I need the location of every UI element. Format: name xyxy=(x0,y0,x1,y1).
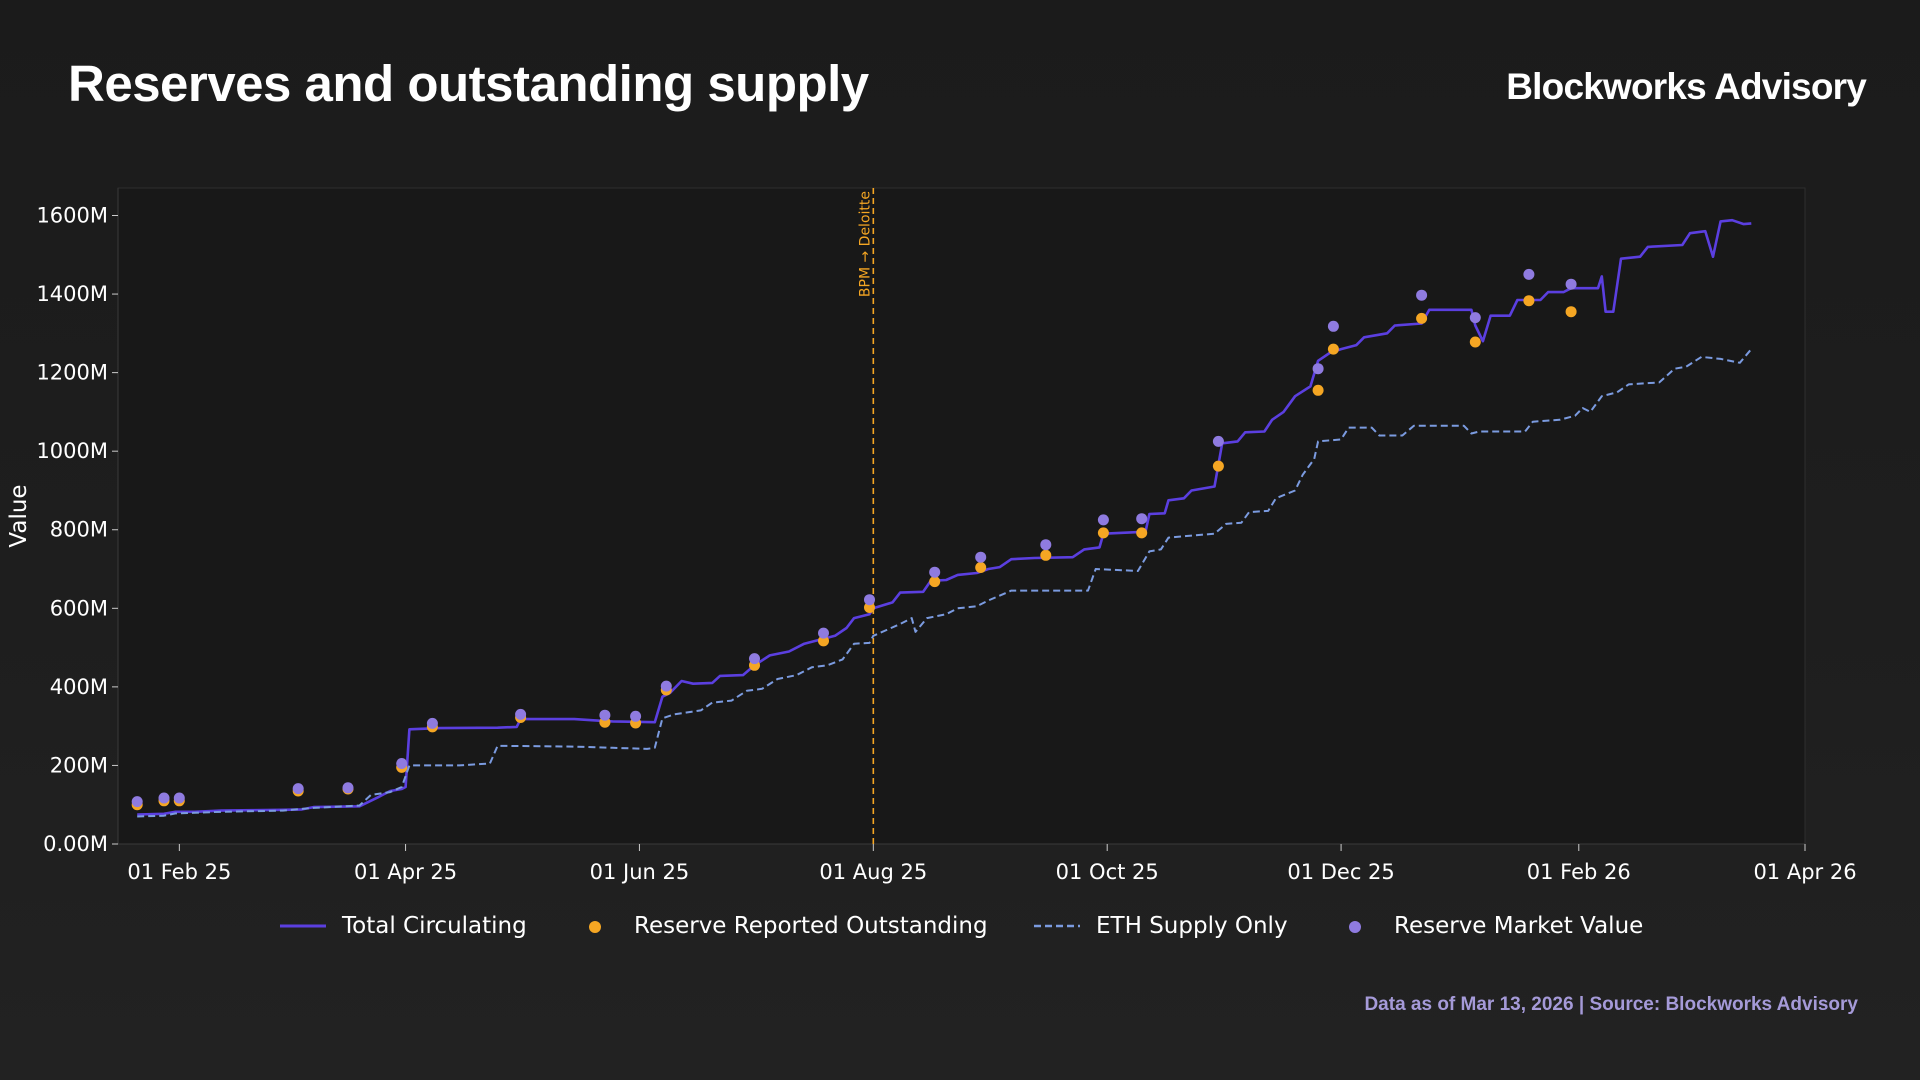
y-tick-label: 1000M xyxy=(36,439,108,463)
data-point-reserve-market-value xyxy=(396,758,408,769)
legend-item-reserve-reported: Reserve Reported Outstanding xyxy=(570,906,988,946)
y-tick-label: 1200M xyxy=(36,361,108,385)
x-tick-label: 01 Dec 25 xyxy=(1287,860,1394,884)
axes: 0.00M 200M 400M 600M 800M 1000M 1200M 1400M 1600… xyxy=(36,188,1857,884)
data-point-reserve-market-value xyxy=(749,653,760,665)
data-point-reserve-market-value xyxy=(158,792,170,804)
data-point-reserve-reported-outstanding xyxy=(1416,312,1428,324)
data-point-reserve-reported-outstanding xyxy=(864,602,875,613)
y-tick-label: 600M xyxy=(50,596,108,620)
data-point-reserve-market-value xyxy=(818,627,829,639)
x-tick-label: 01 Apr 26 xyxy=(1753,860,1856,884)
data-point-reserve-reported-outstanding xyxy=(929,576,941,588)
data-point-reserve-market-value xyxy=(131,796,143,808)
legend-item-total-circulating: Total Circulating xyxy=(278,906,527,946)
data-point-reserve-reported-outstanding xyxy=(1136,527,1148,539)
data-point-reserve-market-value xyxy=(173,792,185,804)
data-point-reserve-market-value xyxy=(864,594,875,606)
legend-label: Total Circulating xyxy=(342,913,527,939)
legend-swatch-solid-line xyxy=(278,916,328,936)
data-point-reserve-reported-outstanding xyxy=(1469,336,1481,348)
brand-logo-text: Blockworks Advisory xyxy=(1506,66,1867,107)
series-line-eth-supply-only xyxy=(137,348,1753,818)
x-tick-label: 01 Feb 26 xyxy=(1527,860,1631,884)
annotation-label: BPM → Deloitte xyxy=(857,191,873,297)
source-footnote: Data as of Mar 13, 2026 | Source: Blockw… xyxy=(1364,994,1858,1015)
legend-swatch-orange-dot xyxy=(570,916,620,936)
y-tick-label: 1600M xyxy=(36,203,108,227)
data-point-reserve-market-value xyxy=(660,680,672,692)
annotation-layer: BPM → Deloitte xyxy=(857,188,875,844)
legend-label: ETH Supply Only xyxy=(1096,913,1288,939)
data-point-reserve-market-value xyxy=(292,783,304,795)
y-tick-label: 800M xyxy=(50,518,108,542)
data-point-reserve-market-value xyxy=(1523,268,1535,280)
data-point-reserve-reported-outstanding xyxy=(1327,343,1339,355)
data-point-reserve-reported-outstanding xyxy=(818,635,829,647)
data-point-reserve-market-value xyxy=(1416,289,1428,301)
data-point-reserve-market-value xyxy=(426,717,438,729)
data-point-reserve-market-value xyxy=(1040,539,1052,551)
y-tick-label: 0.00M xyxy=(43,832,108,856)
x-tick-label: 01 Aug 25 xyxy=(819,860,927,884)
data-point-reserve-reported-outstanding xyxy=(1097,527,1109,539)
data-point-reserve-reported-outstanding xyxy=(1212,460,1224,472)
legend-item-eth-supply: ETH Supply Only xyxy=(1032,906,1288,946)
data-point-reserve-market-value xyxy=(929,566,941,578)
series-layer xyxy=(137,218,1753,818)
y-tick-label: 1400M xyxy=(36,282,108,306)
legend: Total Circulating Reserve Reported Outst… xyxy=(0,906,1920,946)
x-tick-label: 01 Jun 25 xyxy=(590,860,690,884)
data-point-reserve-reported-outstanding xyxy=(975,562,987,573)
data-point-reserve-market-value xyxy=(975,551,987,563)
legend-swatch-dashed-line xyxy=(1032,916,1082,936)
plot-area xyxy=(117,187,1806,845)
x-tick-label: 01 Oct 25 xyxy=(1056,860,1159,884)
data-point-reserve-market-value xyxy=(1136,513,1148,525)
data-point-reserve-market-value xyxy=(599,709,611,721)
data-point-reserve-reported-outstanding xyxy=(1040,549,1052,561)
data-point-reserve-market-value xyxy=(1327,320,1339,332)
dot-layer xyxy=(131,268,1577,811)
data-point-reserve-market-value xyxy=(1469,312,1481,324)
data-point-reserve-reported-outstanding xyxy=(1312,384,1324,396)
data-point-reserve-market-value xyxy=(1312,363,1324,375)
page-title: Reserves and outstanding supply xyxy=(68,55,869,112)
data-point-reserve-market-value xyxy=(515,708,527,720)
y-axis-title: Value xyxy=(6,484,32,547)
series-line-total-circulating xyxy=(137,218,1752,816)
x-tick-label: 01 Feb 25 xyxy=(127,860,231,884)
data-point-reserve-reported-outstanding xyxy=(1523,295,1535,307)
legend-label: Reserve Market Value xyxy=(1394,913,1644,939)
y-tick-label: 200M xyxy=(50,753,108,777)
data-point-reserve-market-value xyxy=(342,782,354,794)
legend-item-reserve-market: Reserve Market Value xyxy=(1330,906,1643,946)
x-tick-label: 01 Apr 25 xyxy=(354,860,457,884)
data-point-reserve-market-value xyxy=(1097,514,1109,526)
data-point-reserve-market-value xyxy=(630,710,642,722)
legend-label: Reserve Reported Outstanding xyxy=(634,913,988,939)
y-tick-label: 400M xyxy=(50,675,108,699)
legend-swatch-purple-dot xyxy=(1330,916,1380,936)
data-point-reserve-market-value xyxy=(1212,435,1224,447)
data-point-reserve-market-value xyxy=(1565,278,1577,290)
data-point-reserve-reported-outstanding xyxy=(1565,306,1577,318)
